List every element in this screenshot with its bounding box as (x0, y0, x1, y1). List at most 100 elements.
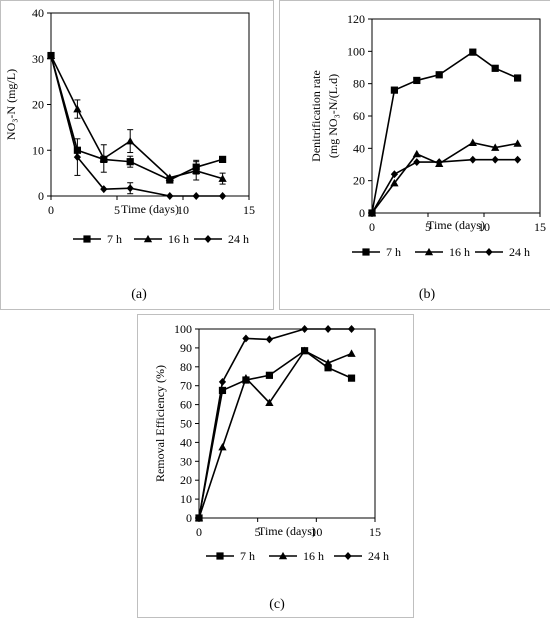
y-tick-label: 40 (180, 435, 192, 449)
data-point-triangle-marker (126, 136, 135, 145)
data-point-diamond-marker (413, 158, 421, 167)
plot-area-a (50, 12, 250, 197)
panel-b-label: (b) (418, 287, 436, 302)
data-point-diamond-marker (324, 325, 332, 333)
data-point-diamond-marker (491, 155, 499, 164)
y-tick-label: 10 (180, 492, 192, 506)
chart-panel-c: 0 10 20 30 40 50 60 70 80 90 100 0 5 10 15 Time (days) R… (137, 314, 414, 618)
data-point-diamond-marker (192, 192, 200, 200)
y-tick-label: 20 (353, 174, 365, 188)
data-point-triangle-marker (390, 178, 399, 187)
legend-diamond-marker (344, 552, 352, 560)
legend-triangle-marker (143, 234, 153, 243)
data-point-triangle-marker (491, 143, 500, 151)
legend-diamond-marker (204, 235, 212, 243)
x-tick-label: 10 (177, 203, 189, 217)
data-point-square-marker (469, 48, 477, 56)
y-axis-label: Removal Efficiency (%) (153, 365, 167, 482)
data-point-triangle-marker (218, 442, 227, 451)
data-point-square-marker (435, 71, 443, 79)
y-axis-label: Denitrification rate (309, 70, 323, 162)
data-point-triangle-marker (412, 149, 421, 158)
y-axis-label-line2: (mg NO₃-N/(L.d) (326, 74, 340, 158)
data-point-diamond-marker (469, 155, 477, 164)
data-point-diamond-marker (219, 192, 227, 200)
x-tick-label: 10 (478, 220, 490, 234)
legend-triangle-marker (278, 551, 288, 560)
chart-b-svg: 0 20 40 60 80 100 120 0 5 10 15 Time (days) Denitrif… (309, 12, 546, 259)
legend-label: 24 h (228, 232, 249, 246)
y-tick-label: 90 (180, 341, 192, 355)
y-tick-label: 30 (32, 52, 44, 66)
panel-a-label: (a) (131, 287, 147, 302)
series-line-triangle (371, 141, 518, 214)
legend-label: 7 h (107, 232, 122, 246)
data-point-diamond-marker (47, 51, 55, 60)
y-tick-label: 60 (180, 398, 192, 412)
data-point-square-marker (491, 64, 499, 72)
data-point-square-marker (514, 74, 522, 82)
data-point-diamond-marker (218, 377, 227, 386)
y-tick-label: 20 (180, 473, 192, 487)
series-line-square (198, 349, 352, 519)
legend-square-marker (83, 235, 91, 243)
data-point-triangle-marker (347, 349, 356, 357)
data-point-square-marker (347, 374, 356, 382)
x-tick-label: 0 (196, 525, 202, 539)
data-point-diamond-marker (514, 155, 522, 164)
y-tick-label: 40 (32, 6, 44, 20)
legend-label: 7 h (386, 245, 401, 259)
chart-c-svg: 0 10 20 30 40 50 60 70 80 90 100 0 5 10 15 Time (days) R… (153, 322, 389, 563)
y-tick-label: 70 (180, 379, 192, 393)
y-tick-label: 20 (32, 98, 44, 112)
legend-label: 24 h (368, 549, 389, 563)
legend-diamond-marker (485, 248, 493, 256)
x-tick-label: 15 (243, 203, 255, 217)
y-tick-label: 30 (180, 454, 192, 468)
data-point-diamond-marker (347, 325, 356, 333)
chart-a-svg: 0 10 20 30 40 0 5 10 15 Time (days) NO₃-N (mg/L) 7 … (4, 6, 255, 246)
x-axis-label: Time (days) (427, 218, 485, 232)
data-point-triangle-marker (300, 346, 309, 355)
data-point-triangle-marker (265, 398, 274, 407)
y-axis-label: NO₃-N (mg/L) (4, 69, 18, 140)
legend-label: 24 h (509, 245, 530, 259)
data-point-square-marker (219, 155, 227, 163)
chart-panel-b: 0 20 40 60 80 100 120 0 5 10 15 Time (days) Denitrif… (279, 0, 550, 310)
legend-label: 16 h (168, 232, 189, 246)
data-point-triangle-marker (165, 173, 174, 182)
data-point-triangle-marker (192, 166, 201, 175)
data-point-square-marker (126, 158, 134, 166)
panel-c-label: (c) (269, 597, 285, 612)
legend-square-marker (216, 552, 224, 560)
series-line-diamond (198, 328, 352, 519)
data-point-square-marker (265, 371, 273, 379)
legend-square-marker (362, 248, 370, 256)
chart-panel-a: 0 10 20 30 40 0 5 10 15 Time (days) NO₃-N (mg/L) 7 … (0, 0, 274, 310)
y-tick-label: 80 (353, 77, 365, 91)
y-tick-label: 100 (174, 322, 192, 336)
data-point-diamond-marker (368, 209, 376, 217)
plot-area-c (198, 328, 376, 519)
data-point-triangle-marker (218, 174, 227, 182)
series-line-square (371, 51, 518, 214)
y-tick-label: 60 (353, 109, 365, 123)
data-point-triangle-marker (468, 138, 477, 146)
y-tick-label: 100 (347, 44, 365, 58)
data-point-diamond-marker (166, 192, 174, 200)
legend-triangle-marker (424, 247, 434, 256)
y-tick-label: 0 (186, 511, 192, 525)
y-tick-label: 0 (359, 206, 365, 220)
y-tick-label: 80 (180, 360, 192, 374)
data-point-diamond-marker (100, 185, 108, 194)
legend-label: 16 h (449, 245, 470, 259)
data-point-diamond-marker (126, 184, 134, 193)
x-tick-label: 5 (255, 525, 261, 539)
x-tick-label: 0 (369, 220, 375, 234)
data-point-triangle-marker (73, 104, 82, 113)
data-point-diamond-marker (73, 153, 81, 162)
data-point-diamond-marker (435, 158, 443, 167)
x-axis-label: Time (days) (258, 524, 316, 538)
data-point-triangle-marker (323, 358, 333, 367)
data-point-square-marker (324, 364, 332, 372)
